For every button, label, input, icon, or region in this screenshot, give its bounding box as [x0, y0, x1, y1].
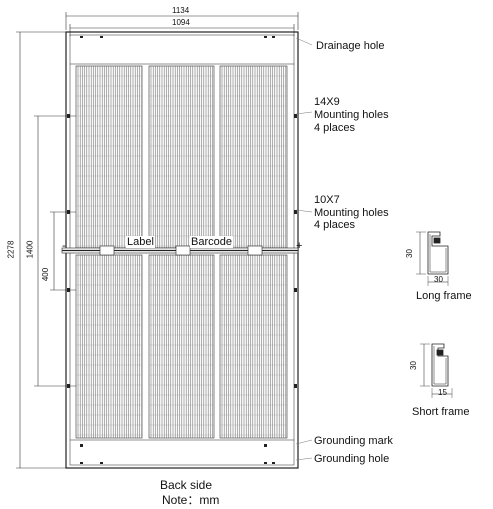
long-frame-width-dim: 30 — [434, 275, 443, 284]
drainage-and-grounding-holes — [80, 36, 275, 464]
short-frame-width-dim: 15 — [438, 388, 447, 397]
callout-drainage-hole: Drainage hole — [316, 40, 385, 52]
cell-block — [148, 65, 215, 249]
cell-block — [219, 65, 288, 249]
barcode-marker: Barcode — [190, 236, 233, 248]
label-marker: Label — [126, 236, 155, 248]
width-dimension-lines — [65, 12, 299, 36]
junction-box-strip — [61, 245, 299, 256]
dim-overall-width: 1134 — [172, 6, 190, 15]
units-note: Note：mm — [162, 493, 220, 507]
callout-mounting-outer-count: 4 places — [314, 122, 355, 134]
back-side-caption: Back side — [160, 478, 213, 492]
callout-mounting-inner-size: 10X7 — [314, 194, 340, 206]
short-frame-height-dim: 30 — [408, 361, 418, 370]
callout-grounding-hole: Grounding hole — [314, 453, 390, 465]
cell-block — [148, 254, 215, 439]
polarity-plus: + — [296, 240, 303, 252]
callout-grounding-mark: Grounding mark — [314, 435, 393, 447]
mounting-holes — [67, 114, 297, 388]
short-frame-section — [420, 343, 453, 398]
cell-grid — [75, 65, 288, 439]
callout-mounting-outer-label: Mounting holes — [314, 109, 389, 121]
callout-mounting-inner-count: 4 places — [314, 219, 355, 231]
long-frame-caption: Long frame — [416, 290, 472, 302]
callout-leaders — [295, 37, 313, 461]
short-frame-caption: Short frame — [412, 406, 470, 418]
length-dimension-lines — [16, 31, 80, 469]
dim-inner-width: 1094 — [172, 18, 190, 27]
dim-mount-spacing-outer: 1400 — [25, 240, 35, 259]
dim-overall-length: 2278 — [6, 240, 16, 259]
cell-block — [219, 254, 288, 439]
callout-mounting-outer-size: 14X9 — [314, 96, 340, 108]
dim-mount-spacing-inner: 400 — [41, 267, 51, 282]
long-frame-section — [416, 231, 449, 286]
callout-mounting-inner-label: Mounting holes — [314, 207, 389, 219]
polarity-minus: - — [62, 240, 66, 252]
long-frame-height-dim: 30 — [404, 249, 414, 258]
